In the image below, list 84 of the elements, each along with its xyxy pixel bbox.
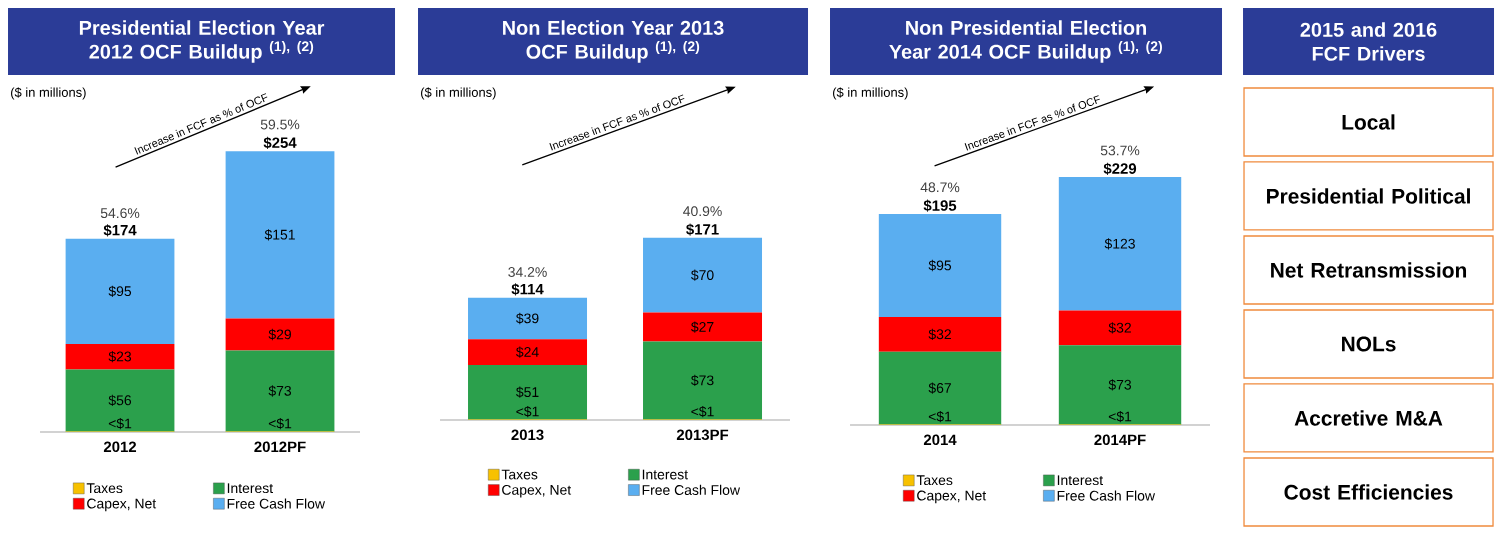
total-label: $195 [923,199,957,212]
total-label: $171 [686,223,719,236]
text: Net Retransmission [1271,262,1467,278]
x-tick-label: 2013 [511,429,544,441]
data-label: $73 [691,374,714,387]
total-label: $114 [511,283,544,296]
bar [1058,345,1182,425]
legend-label: Capex, Net [87,498,157,512]
data-label: <$1 [108,417,132,430]
text: NOLs [1342,336,1396,352]
chart-title: Non Election Year 2013 OCF Buildup $^{(1), (2)}$ [503,20,724,63]
x-tick-label: 2012PF [254,441,306,453]
data-label: $32 [1108,322,1131,334]
legend-label: Interest [642,469,688,480]
legend-label: Free Cash Flow [227,498,326,509]
bar [65,369,175,432]
legend-label: Free Cash Flow [642,484,741,495]
data-label: $70 [691,269,714,281]
data-label: <$1 [1108,410,1132,423]
data-label: $29 [268,328,291,341]
annotation: 34.2% [508,267,547,277]
chart-subtitle: ($ in millions) [833,87,908,100]
x-tick-label: 2013PF [676,429,729,441]
bar [878,213,1002,318]
x-tick-label: 2014PF [1094,434,1146,446]
annotation: 40.9% [683,206,722,217]
text: Presidential Political [1267,188,1470,204]
chart-title: Non Presidential Election Year 2014 OCF Buildup $^{(1), (2)}$ [889,20,1162,63]
data-label: $24 [516,346,539,358]
data-label: $73 [1108,379,1132,391]
bar [225,350,335,432]
data-label: $51 [516,386,539,398]
bar [643,341,763,420]
bar [468,339,588,365]
annotation: 48.7% [920,182,960,193]
chart-subtitle: ($ in millions) [421,87,496,100]
text: 2015 and 2016 FCF Drivers [1300,22,1437,61]
legend-label: Taxes [916,475,953,486]
data-label: $67 [928,382,951,394]
data-label: $32 [928,328,951,341]
data-label: <$1 [516,405,539,418]
chart-subtitle: ($ in millions) [11,87,86,100]
bar [643,312,763,342]
bar [225,318,335,351]
text: Accretive M&A [1294,410,1443,426]
data-label: $95 [928,259,952,272]
annotation: 59.5% [260,119,300,130]
data-label: $123 [1104,238,1135,250]
legend-label: Taxes [86,483,123,494]
data-label: $27 [691,321,714,333]
text: Local [1342,114,1395,130]
legend-label: Interest [1057,475,1103,486]
data-label: <$1 [928,410,952,423]
data-label: <$1 [268,417,292,430]
bar [65,238,175,344]
total-label: $254 [263,136,297,149]
text: Cost Efficiencies [1284,484,1453,500]
bar [468,297,588,340]
legend-label: Capex, Net [917,490,987,504]
data-label: $39 [516,312,539,325]
bar [1058,310,1182,346]
legend-label: Free Cash Flow [1057,490,1156,501]
annotation: 53.7% [1100,145,1140,156]
bar [878,351,1002,425]
total-label: $174 [103,224,137,237]
x-tick-label: 2014 [923,434,957,446]
annotation: 54.6% [100,208,140,219]
bar [468,364,588,420]
chart-title: Presidential Election Year 2012 OCF Buildup $^{(1), (2)}$ [79,20,325,63]
bar [878,317,1002,352]
data-label: $95 [108,285,132,297]
legend-label: Capex, Net [502,484,572,498]
data-label: $56 [108,394,132,407]
data-label: $151 [264,229,295,241]
bar [65,343,175,370]
legend-label: Interest [227,483,273,494]
bar [643,237,763,313]
data-label: $23 [108,351,132,363]
total-label: $229 [1103,162,1137,175]
data-label: <$1 [691,405,714,418]
bar [1058,177,1182,311]
legend-label: Taxes [501,469,538,480]
data-label: $73 [268,385,292,397]
x-tick-label: 2012 [103,441,137,453]
